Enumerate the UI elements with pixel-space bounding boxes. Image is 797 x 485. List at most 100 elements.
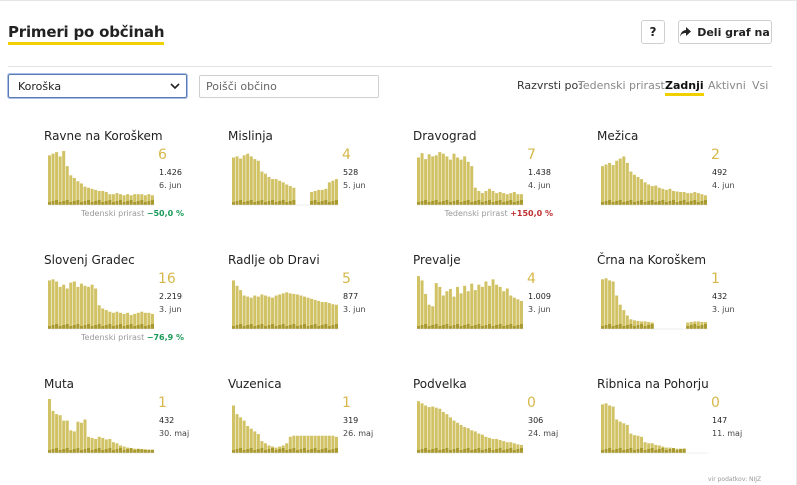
sparkline-bar-base xyxy=(271,324,275,329)
sparkline-bar-base xyxy=(104,449,108,453)
sparkline-bar xyxy=(242,420,246,453)
sparkline-bar-base xyxy=(271,448,275,453)
last-case-date: 4. jun xyxy=(528,181,551,190)
municipality-card[interactable]: Podvelka 0 306 24. maj xyxy=(413,377,583,485)
sparkline-bar-base xyxy=(253,326,257,329)
sparkline-bar xyxy=(235,285,239,329)
municipality-card[interactable]: Ribnica na Pohorju 0 147 11. maj xyxy=(597,377,767,485)
municipality-card[interactable]: Prevalje 4 1.009 3. jun xyxy=(413,253,583,363)
sparkline-bar xyxy=(310,435,314,453)
municipality-name: Ravne na Koroškem xyxy=(44,129,163,143)
sparkline-bar xyxy=(310,298,314,329)
sparkline-bar xyxy=(324,435,328,453)
sparkline-bar-base xyxy=(473,325,477,329)
sparkline-bar xyxy=(675,191,679,205)
sparkline-bar-base xyxy=(427,202,431,205)
sparkline-bar-base xyxy=(320,325,324,329)
last-case-date: 6. jun xyxy=(159,181,182,190)
municipality-card[interactable]: Dravograd 7 1.438 4. jun Tedenski prirast +1… xyxy=(413,129,583,239)
sparkline-bar-base xyxy=(246,201,250,205)
sparkline-bar xyxy=(285,292,289,329)
sparkline-bar-base xyxy=(417,326,420,329)
sparkline-bar-base xyxy=(509,448,513,453)
sparkline-bar xyxy=(615,160,619,205)
sparkline-bar-base xyxy=(700,325,704,329)
sparkline-bar-base xyxy=(327,326,331,329)
sort-option-active[interactable]: Aktivni xyxy=(708,79,746,92)
municipality-card[interactable]: Slovenj Gradec 16 2.219 3. jun Tedenski prir… xyxy=(44,253,214,363)
sparkline-bar xyxy=(249,297,253,329)
municipality-name: Črna na Koroškem xyxy=(597,253,707,267)
municipality-name: Ribnica na Pohorju xyxy=(597,377,709,391)
sparkline-bar-base xyxy=(505,325,509,329)
region-select[interactable]: Koroška xyxy=(8,74,187,98)
sparkline-bar xyxy=(434,283,438,329)
sparkline-bar-base xyxy=(324,200,328,205)
sparkline-bar xyxy=(608,405,612,453)
sparkline-bar xyxy=(267,296,271,329)
municipality-card[interactable]: Mislinja 4 528 5. jun xyxy=(228,129,398,239)
sparkline-bar xyxy=(58,415,62,453)
sparkline-bar-base xyxy=(253,450,257,453)
sparkline-bar xyxy=(232,280,235,329)
sparkline-bar-base xyxy=(622,450,626,453)
sparkline-bar-base xyxy=(632,202,636,205)
sparkline-bar-base xyxy=(654,202,658,205)
sparkline-bar-base xyxy=(133,450,137,453)
sparkline-bar xyxy=(477,284,481,329)
sparkline-bar xyxy=(119,194,122,205)
sparkline-bar xyxy=(76,286,80,329)
municipality-card[interactable]: Ravne na Koroškem 6 1.426 6. jun Tedenski pr… xyxy=(44,129,214,239)
sparkline-bar xyxy=(452,153,456,205)
sparkline-bar xyxy=(488,285,491,329)
sparkline-bar xyxy=(334,436,338,453)
sparkline-bar-base xyxy=(115,325,119,329)
sparkline-bar-base xyxy=(668,449,672,453)
sort-option-all[interactable]: Vsi xyxy=(752,79,769,92)
sparkline-bar xyxy=(253,295,257,329)
sparkline-bar-base xyxy=(331,201,335,205)
sparkline-bar xyxy=(424,293,428,329)
sparkline-bar-base xyxy=(466,200,470,205)
municipality-card[interactable]: Radlje ob Dravi 5 877 3. jun xyxy=(228,253,398,363)
divider xyxy=(8,66,772,67)
sparkline-bar-base xyxy=(484,201,488,205)
share-button[interactable]: Deli graf na xyxy=(678,20,772,44)
municipality-card[interactable]: Mežica 2 492 4. jun xyxy=(597,129,767,239)
sparkline-bar xyxy=(516,194,520,205)
sparkline-bar xyxy=(434,155,438,205)
help-button[interactable]: ? xyxy=(641,20,665,44)
sparkline-bar-base xyxy=(470,450,474,453)
sparkline-bar xyxy=(498,192,502,205)
sparkline-bar xyxy=(488,437,491,453)
weekly-growth: Tedenski prirast −50,0 % xyxy=(81,209,184,218)
search-input[interactable] xyxy=(199,75,379,98)
sparkline-bar xyxy=(101,308,105,329)
sparkline-bar xyxy=(324,302,328,329)
sparkline-bar xyxy=(434,407,438,453)
sparkline-bar-base xyxy=(463,325,467,329)
sparkline-bar-base xyxy=(488,200,491,205)
sparkline-bar xyxy=(604,403,608,453)
sparkline-bar xyxy=(632,435,636,453)
sparkline-bar xyxy=(285,443,289,453)
sparkline-bar xyxy=(463,285,467,329)
sparkline-bar xyxy=(459,424,463,453)
sparkline-bar-base xyxy=(427,450,431,453)
sparkline-bar-base xyxy=(452,201,456,205)
sort-option-weekly[interactable]: Tedenski prirast xyxy=(578,79,665,92)
sort-option-latest[interactable]: Zadnji xyxy=(665,79,704,96)
municipality-card[interactable]: Vuzenica 1 319 26. maj xyxy=(228,377,398,485)
sparkline-bar xyxy=(48,280,51,329)
sparkline-bar-base xyxy=(480,326,484,329)
sparkline-bar xyxy=(608,162,612,205)
sparkline-bar xyxy=(441,153,445,205)
sparkline-bar-base xyxy=(466,324,470,329)
sparkline-bar xyxy=(267,176,271,205)
municipality-card[interactable]: Muta 1 432 30. maj xyxy=(44,377,214,485)
sparkline-bar xyxy=(317,300,321,329)
sparkline-bar-base xyxy=(505,201,509,205)
municipality-card[interactable]: Črna na Koroškem 1 432 3. jun xyxy=(597,253,767,363)
sparkline-bar-base xyxy=(668,201,672,205)
sparkline-bar-base xyxy=(239,200,243,205)
